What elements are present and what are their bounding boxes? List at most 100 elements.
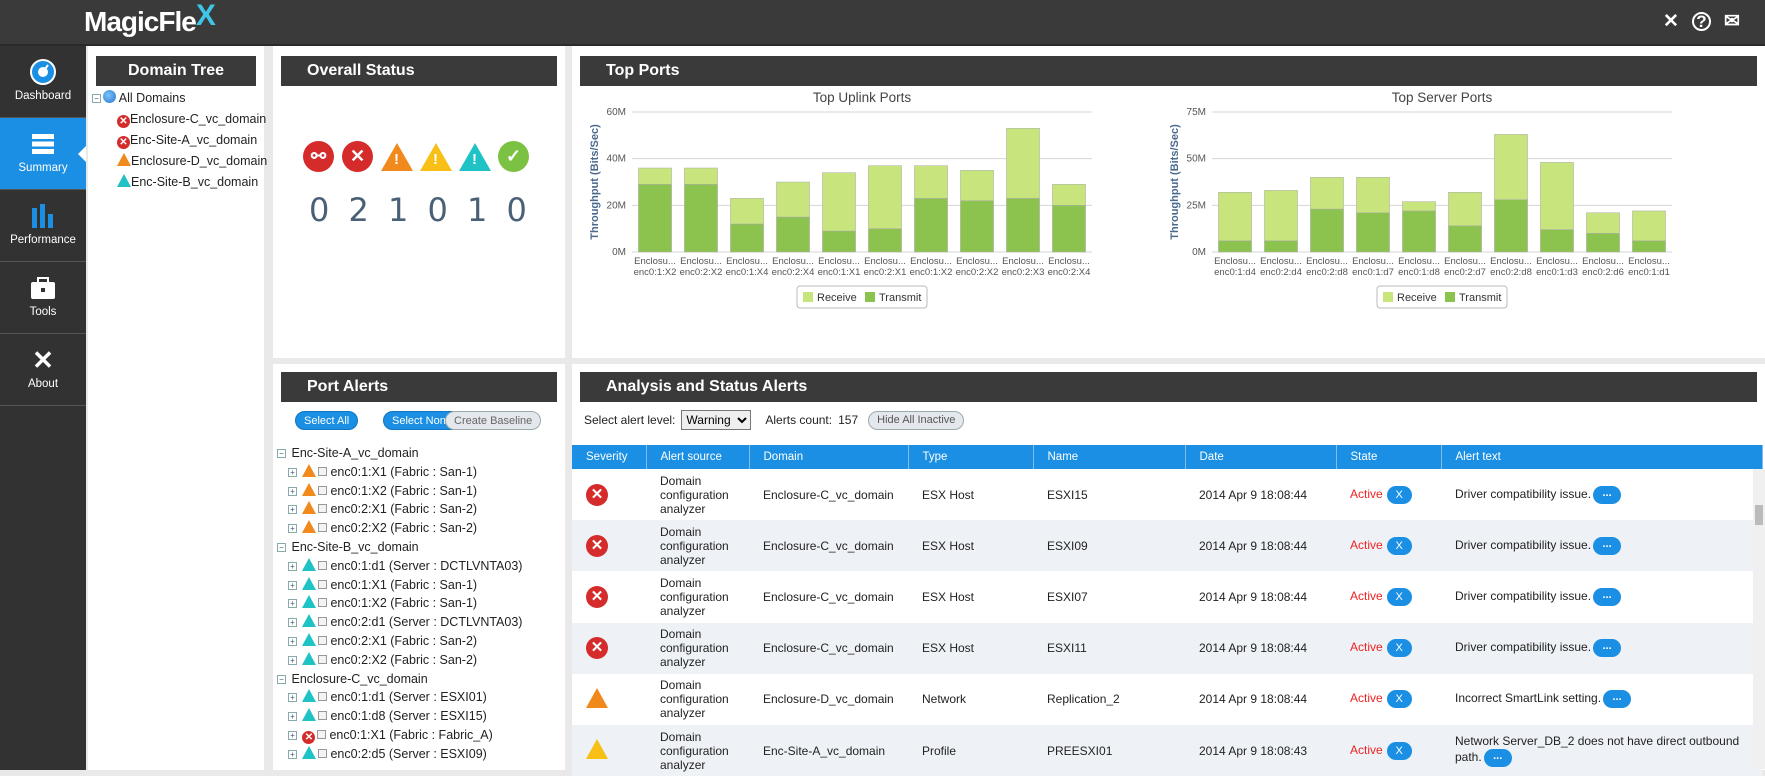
bar-receive[interactable]: [1448, 192, 1482, 227]
link-broken-icon[interactable]: ⚯: [303, 141, 334, 172]
table-row[interactable]: ✕ Domain configuration analyzer Enclosure-…: [572, 571, 1762, 622]
dismiss-button[interactable]: X: [1386, 485, 1412, 504]
bar-receive[interactable]: [822, 172, 856, 232]
port-item[interactable]: + enc0:1:X2 (Fabric : San-1): [277, 482, 522, 501]
tree-root[interactable]: − All Domains: [92, 88, 267, 109]
collapse-icon[interactable]: −: [92, 94, 101, 103]
bar-receive[interactable]: [1310, 177, 1344, 210]
port-item[interactable]: + enc0:1:d1 (Server : ESXI01): [277, 688, 522, 707]
ok-check-icon[interactable]: ✓: [498, 141, 529, 172]
table-row[interactable]: Domain configuration analyzer Enclosure-D…: [572, 674, 1762, 725]
expand-icon[interactable]: +: [288, 730, 297, 740]
more-button[interactable]: ...: [1483, 749, 1512, 768]
collapse-icon[interactable]: −: [277, 542, 286, 552]
table-row[interactable]: ✕ Domain configuration analyzer Enclosure-…: [572, 622, 1762, 674]
port-item[interactable]: + enc0:2:X1 (Fabric : San-2): [277, 500, 522, 519]
warning-yellow-icon[interactable]: !: [420, 141, 452, 172]
port-item[interactable]: + enc0:1:d8 (Server : ESXI15): [277, 707, 522, 726]
bar-transmit[interactable]: [730, 223, 764, 253]
bar-transmit[interactable]: [1494, 199, 1528, 253]
nav-about[interactable]: ✕ About: [0, 334, 86, 406]
bar-receive[interactable]: [1402, 201, 1436, 212]
more-button[interactable]: ...: [1593, 485, 1622, 504]
table-scrollbar[interactable]: [1753, 469, 1765, 769]
expand-icon[interactable]: +: [288, 636, 297, 646]
port-checkbox[interactable]: [318, 654, 328, 664]
port-checkbox[interactable]: [318, 466, 328, 476]
port-item[interactable]: + enc0:2:X2 (Fabric : San-2): [277, 519, 522, 538]
bar-transmit[interactable]: [1052, 205, 1086, 253]
dismiss-button[interactable]: X: [1386, 690, 1412, 709]
bar-transmit[interactable]: [776, 216, 810, 253]
port-item[interactable]: + enc0:2:d1 (Server : DCTLVNTA03): [277, 613, 522, 632]
bar-receive[interactable]: [1356, 177, 1390, 214]
column-header[interactable]: Severity: [572, 445, 647, 469]
expand-icon[interactable]: +: [288, 505, 297, 515]
dismiss-button[interactable]: X: [1386, 639, 1412, 658]
port-item[interactable]: + enc0:2:d5 (Server : ESXI09): [277, 745, 522, 764]
bar-transmit[interactable]: [1402, 210, 1436, 253]
bar-receive[interactable]: [1218, 192, 1252, 242]
select-none-button[interactable]: Select None: [383, 411, 461, 430]
alert-level-select[interactable]: Warning: [681, 410, 752, 430]
bar-transmit[interactable]: [1448, 225, 1482, 253]
port-group[interactable]: − Enclosure-C_vc_domain: [277, 670, 522, 689]
legend-transmit[interactable]: Transmit: [879, 292, 921, 304]
expand-icon[interactable]: +: [288, 693, 297, 703]
nav-summary[interactable]: Summary: [0, 118, 86, 190]
port-checkbox[interactable]: [318, 617, 328, 627]
port-checkbox[interactable]: [318, 504, 328, 514]
error-icon[interactable]: ✕: [342, 141, 373, 172]
bar-receive[interactable]: [1632, 210, 1666, 242]
port-group[interactable]: − Enc-Site-B_vc_domain: [277, 538, 522, 557]
bar-receive[interactable]: [684, 167, 718, 185]
bar-transmit[interactable]: [822, 230, 856, 253]
tree-item[interactable]: ✕ Enc-Site-A_vc_domain: [92, 130, 267, 151]
collapse-icon[interactable]: −: [277, 674, 286, 684]
legend-receive[interactable]: Receive: [1397, 292, 1437, 304]
expand-icon[interactable]: +: [288, 618, 297, 628]
tree-item[interactable]: Enc-Site-B_vc_domain: [92, 172, 267, 193]
expand-icon[interactable]: +: [288, 467, 297, 477]
nav-dashboard[interactable]: Dashboard: [0, 46, 86, 118]
more-button[interactable]: ...: [1593, 536, 1622, 555]
bar-transmit[interactable]: [638, 184, 672, 253]
nav-performance[interactable]: Performance: [0, 190, 86, 262]
bar-transmit[interactable]: [1632, 240, 1666, 253]
bar-receive[interactable]: [1006, 128, 1040, 199]
table-row[interactable]: ✕ Domain configuration analyzer Enclosure-…: [572, 469, 1762, 520]
expand-icon[interactable]: +: [288, 599, 297, 609]
port-checkbox[interactable]: [318, 579, 328, 589]
bar-transmit[interactable]: [1586, 233, 1620, 253]
bar-transmit[interactable]: [1218, 240, 1252, 253]
bar-transmit[interactable]: [1310, 208, 1344, 253]
mail-icon[interactable]: ✉: [1724, 11, 1740, 32]
create-baseline-button[interactable]: Create Baseline: [445, 411, 542, 430]
legend-receive[interactable]: Receive: [817, 292, 857, 304]
expand-icon[interactable]: +: [288, 486, 297, 496]
port-item[interactable]: + enc0:2:X1 (Fabric : San-2): [277, 632, 522, 651]
port-checkbox[interactable]: [318, 560, 328, 570]
table-row[interactable]: Domain configuration analyzer Enc-Site-A_…: [572, 724, 1762, 776]
port-group[interactable]: − Enc-Site-A_vc_domain: [277, 444, 522, 463]
port-checkbox[interactable]: [318, 485, 328, 495]
expand-icon[interactable]: +: [288, 712, 297, 722]
port-checkbox[interactable]: [318, 598, 328, 608]
bar-transmit[interactable]: [1356, 212, 1390, 253]
port-item[interactable]: + enc0:1:X2 (Fabric : San-1): [277, 594, 522, 613]
nav-tools[interactable]: Tools: [0, 262, 86, 334]
warning-orange-icon[interactable]: !: [381, 141, 413, 172]
bar-receive[interactable]: [1540, 162, 1574, 230]
port-item[interactable]: + enc0:1:X1 (Fabric : San-1): [277, 463, 522, 482]
expand-icon[interactable]: +: [288, 749, 297, 759]
bar-receive[interactable]: [868, 165, 902, 229]
port-item[interactable]: + enc0:2:X2 (Fabric : San-2): [277, 651, 522, 670]
port-item[interactable]: + ✕ enc0:1:X1 (Fabric : Fabric_A): [277, 726, 522, 745]
expand-icon[interactable]: +: [288, 655, 297, 665]
bar-transmit[interactable]: [960, 200, 994, 253]
expand-icon[interactable]: +: [288, 561, 297, 571]
more-button[interactable]: ...: [1593, 587, 1622, 606]
help-icon[interactable]: ?: [1692, 12, 1711, 31]
bar-receive[interactable]: [776, 181, 810, 218]
column-header[interactable]: Alert source: [646, 445, 750, 469]
